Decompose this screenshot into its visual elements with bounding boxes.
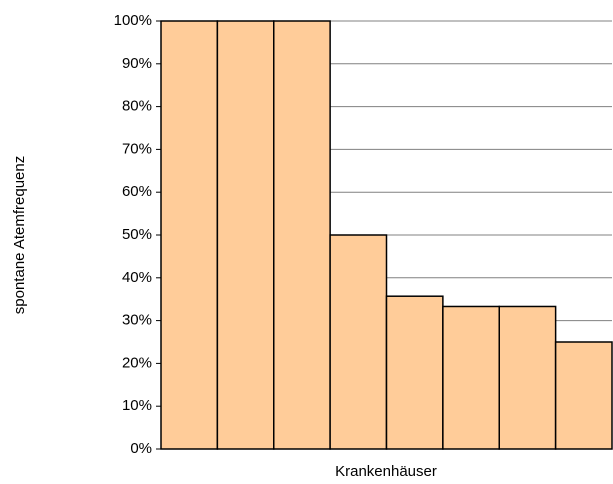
y-tick-label: 90% — [122, 55, 152, 72]
y-tick-label: 0% — [130, 440, 152, 457]
bar — [554, 341, 613, 450]
y-tick-label: 60% — [122, 183, 152, 200]
y-tick-label: 100% — [114, 12, 152, 29]
y-tick-label: 20% — [122, 354, 152, 371]
bar — [273, 20, 331, 450]
y-axis-label: spontane Atemfrequenz — [11, 156, 28, 314]
y-tick-label: 70% — [122, 140, 152, 157]
bar — [329, 234, 388, 450]
bar — [498, 305, 557, 450]
x-axis-label: Krankenhäuser — [335, 463, 437, 480]
bar — [442, 305, 500, 450]
bar — [160, 20, 219, 450]
y-tick-label: 80% — [122, 98, 152, 115]
bar — [385, 295, 444, 450]
y-tick-label: 40% — [122, 269, 152, 286]
bar — [216, 20, 275, 450]
y-tick-label: 30% — [122, 312, 152, 329]
y-tick-label: 10% — [122, 397, 152, 414]
y-tick-label: 50% — [122, 226, 152, 243]
